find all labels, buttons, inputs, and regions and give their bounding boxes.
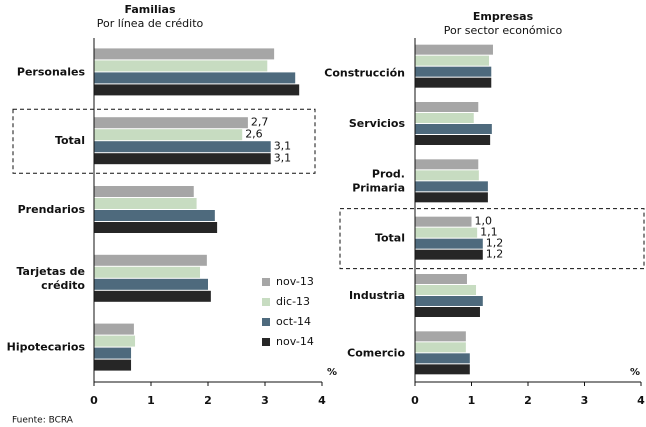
x-tick-label: 2 [524,394,532,407]
bar [415,66,492,77]
x-tick-label: 3 [261,394,269,407]
bar [415,285,477,295]
category-label: Total [55,134,85,147]
bar [415,227,478,238]
bar [415,274,467,284]
bar [94,129,243,141]
legend-label: oct-14 [276,315,311,328]
panel-subtitle: Por sector económico [444,24,563,37]
bar [94,347,132,359]
bar [415,159,479,170]
value-label: 1,0 [475,215,493,228]
x-tick-label: 4 [637,394,645,407]
x-tick-label: 1 [468,394,476,407]
value-label: 1,1 [480,226,498,239]
legend-swatch [262,298,270,306]
value-label: 3,1 [274,152,292,165]
bar [94,72,296,84]
x-tick-label: 3 [581,394,589,407]
category-label: Prendarios [18,203,86,216]
category-label: Prod. Primaria [352,167,405,194]
bar [415,113,474,123]
bar [415,170,479,181]
bar [94,153,271,165]
x-tick-label: 4 [318,394,326,407]
bar [94,290,211,302]
category-label: Comercio [347,346,405,359]
bar [94,84,300,96]
category-label: Construcción [324,67,405,80]
category-label: Hipotecarios [7,341,86,354]
bar [94,254,207,266]
x-tick-label: 2 [204,394,212,407]
bar [94,198,197,209]
x-tick-label: 0 [90,394,98,407]
bar [94,186,194,197]
panel-subtitle: Por línea de crédito [97,17,204,30]
bar [415,181,488,192]
value-label: 1,2 [486,248,504,261]
bar [415,342,466,353]
bar [94,266,201,278]
bar [415,296,483,306]
footer: Fuente: BCRA [12,416,74,426]
x-tick-label: 1 [147,394,155,407]
legend-label: nov-14 [276,335,314,348]
bar [94,48,275,60]
bar [94,141,271,153]
category-label: Personales [17,65,86,78]
value-label: 2,6 [245,128,263,141]
highlight-box [12,108,316,174]
bar [415,331,466,342]
bar [415,238,483,249]
x-tick-label: 0 [411,394,419,407]
bar [415,192,488,203]
bar [94,222,218,233]
bar [415,77,492,88]
bar [415,364,470,375]
category-label: Tarjetas de crédito [16,265,85,292]
legend-swatch [262,338,270,346]
category-label: Industria [349,289,405,302]
bar [415,135,491,145]
legend-label: dic-13 [276,295,310,308]
panel-title: Empresas [473,10,534,23]
value-label: 1,2 [486,237,504,250]
bar [415,216,472,227]
bar [94,210,215,221]
bar [415,124,492,134]
category-label: Total [375,232,405,245]
bar [415,249,483,260]
value-label: 2,7 [251,116,269,129]
category-label: Servicios [349,117,406,130]
panel-title: Familias [124,3,175,16]
bar [415,55,490,66]
bar [94,60,268,72]
bar [415,102,479,112]
bar [415,44,493,55]
bar [415,353,470,364]
x-axis-label: % [327,367,337,378]
bar [94,278,208,290]
bar [94,359,132,371]
legend-swatch [262,318,270,326]
value-label: 3,1 [274,140,292,153]
bar [94,117,248,129]
bar [415,307,480,317]
legend-swatch [262,278,270,286]
bar [94,335,136,347]
x-axis-label: % [630,367,640,378]
legend-label: nov-13 [276,275,314,288]
bar [94,323,134,335]
